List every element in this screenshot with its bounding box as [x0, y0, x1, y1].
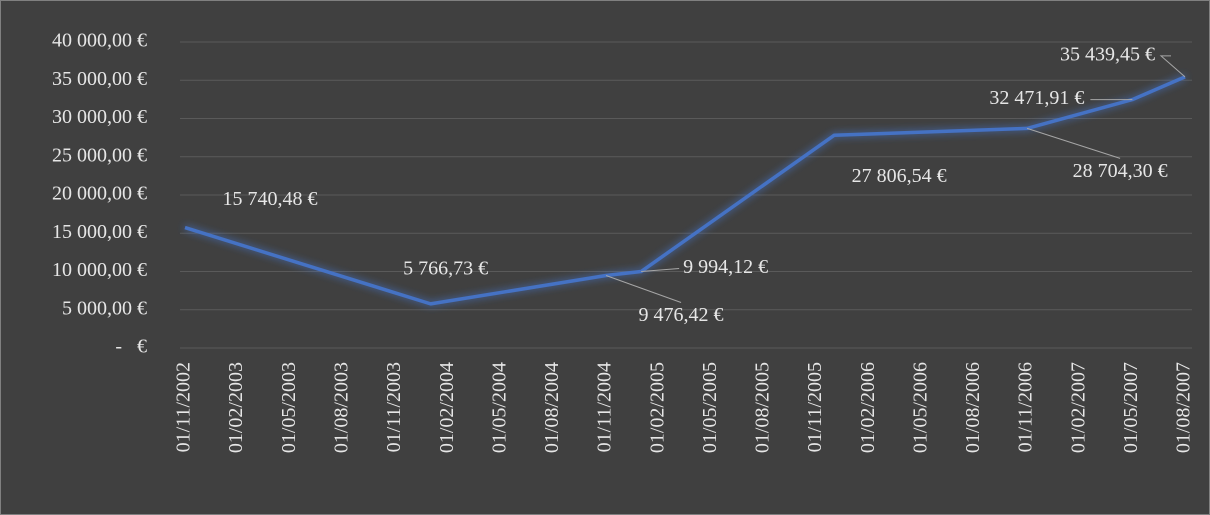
- y-tick-label: 25 000,00 €: [52, 144, 147, 166]
- label-leader: [605, 275, 682, 303]
- x-tick-label: 01/11/2005: [804, 362, 826, 452]
- x-tick-label: 01/02/2003: [225, 362, 247, 453]
- y-tick-label: 5 000,00 €: [62, 297, 147, 319]
- x-tick-label: 01/08/2007: [1173, 362, 1195, 453]
- label-leader: [641, 268, 680, 273]
- x-tick-label: 01/02/2005: [646, 362, 668, 453]
- x-tick-label: 01/11/2003: [383, 362, 405, 452]
- y-tick-label: 35 000,00 €: [52, 68, 147, 90]
- x-tick-label: 01/05/2007: [1120, 362, 1142, 453]
- x-tick-label: 01/08/2004: [541, 362, 563, 453]
- data-label: 9 476,42 €: [639, 304, 724, 326]
- y-tick-label: 15 000,00 €: [52, 221, 147, 243]
- x-tick-label: 01/05/2005: [699, 362, 721, 453]
- data-label: 35 439,45 €: [1060, 43, 1155, 65]
- x-tick-label: 01/02/2006: [857, 362, 879, 453]
- x-tick-label: 01/05/2006: [909, 362, 931, 453]
- line-series: [184, 75, 1186, 306]
- x-tick-label: 01/08/2005: [752, 362, 774, 453]
- x-tick-label: 01/02/2007: [1067, 362, 1089, 453]
- x-tick-label: 01/05/2003: [278, 362, 300, 453]
- data-label: 28 704,30 €: [1073, 160, 1168, 182]
- x-tick-label: 01/08/2006: [962, 362, 984, 453]
- x-tick-label: 01/11/2006: [1015, 362, 1037, 452]
- x-tick-label: 01/08/2003: [330, 362, 352, 453]
- x-tick-label: 01/05/2004: [488, 362, 510, 453]
- x-tick-label: 01/11/2002: [173, 362, 195, 452]
- x-tick-label: 01/02/2004: [436, 362, 458, 453]
- label-leader: [1026, 127, 1121, 159]
- y-tick-label: 10 000,00 €: [52, 259, 147, 281]
- label-leader: [1159, 55, 1186, 78]
- data-label: 32 471,91 €: [989, 87, 1084, 109]
- y-tick-label: 20 000,00 €: [52, 183, 147, 205]
- data-label: 15 740,48 €: [223, 188, 318, 210]
- y-tick-label: - €: [115, 336, 147, 358]
- y-tick-label: 30 000,00 €: [52, 106, 147, 128]
- data-label: 5 766,73 €: [403, 257, 488, 279]
- data-label: 27 806,54 €: [852, 165, 947, 187]
- x-tick-label: 01/11/2004: [594, 362, 616, 452]
- y-tick-label: 40 000,00 €: [52, 30, 147, 52]
- data-label: 9 994,12 €: [683, 256, 768, 278]
